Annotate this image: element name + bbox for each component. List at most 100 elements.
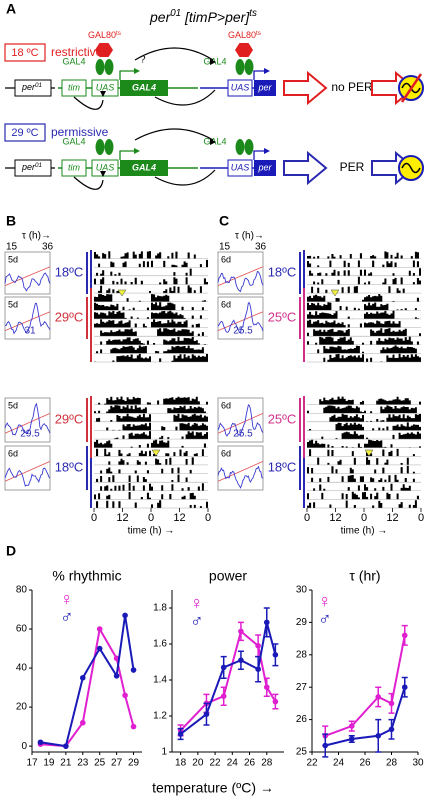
tau-max: 36 (42, 242, 54, 253)
actogram-row (94, 268, 208, 276)
gal4-protein (104, 59, 114, 75)
data-point (79, 675, 86, 681)
temperature-shift-marker (364, 449, 374, 457)
time-tick-label: 0 (148, 512, 154, 524)
data-point (113, 673, 120, 679)
gal4-protein (95, 59, 105, 75)
inset-period: 29.5 (20, 429, 40, 440)
actogram-row (307, 260, 421, 268)
time-label: time (h) → (341, 526, 388, 537)
arrow-head (210, 139, 216, 145)
gene-label-main: per (21, 162, 36, 172)
data-point (388, 726, 395, 733)
actogram-row (94, 431, 208, 440)
legend-entry: ♂ (60, 607, 74, 627)
uas-box (227, 79, 253, 97)
temperature: 29 ºC (11, 127, 38, 139)
tau-max: 36 (255, 242, 267, 253)
legend-entry: ♂ (190, 611, 204, 631)
significance-line (4, 266, 51, 286)
tau-label: τ (h)→ (22, 231, 51, 242)
periodogram-line (217, 270, 264, 293)
actogram-row (94, 439, 208, 448)
data-point (130, 723, 137, 730)
gal80-label-sup: ts (116, 30, 121, 37)
error-cap (220, 655, 227, 679)
uas-label: UAS (231, 162, 250, 172)
periodogram-line (217, 403, 264, 437)
inset-period: 25.5 (233, 429, 253, 440)
data-point (63, 743, 69, 749)
gal80-label: GAL80ts (228, 30, 261, 41)
tau-min: 15 (6, 242, 18, 253)
arrow-head (100, 91, 106, 97)
time-tick-label: 0 (205, 512, 211, 524)
x-tick-label: 18 (175, 758, 187, 769)
panel-label: D (6, 543, 16, 559)
uas-box (227, 159, 253, 177)
gal4-protein (235, 139, 245, 155)
inset-days: 6d (221, 400, 231, 410)
inset-period: 31 (24, 326, 36, 337)
periodogram-frame (4, 251, 51, 295)
periodogram-line (4, 402, 51, 436)
gal4-box (120, 80, 168, 96)
data-point (79, 719, 86, 726)
transcription-arrow (253, 70, 266, 80)
arrow-head (134, 68, 140, 74)
panel-label: A (6, 1, 16, 17)
periodogram-line (4, 272, 51, 292)
gal4-box-label: GAL4 (132, 162, 156, 172)
inset-days: 5d (8, 400, 18, 410)
uas-label: UAS (96, 82, 115, 92)
time-tick-label: 0 (304, 512, 310, 524)
temperature-box (4, 123, 46, 142)
y-tick-label: 30 (296, 585, 308, 596)
feedback-arrow (73, 176, 104, 190)
condition: permissive (51, 125, 109, 139)
gal80-label: GAL80ts (88, 30, 121, 41)
actogram-row (94, 259, 208, 268)
gal4-label: GAL4 (62, 136, 85, 146)
actogram-row (307, 268, 421, 276)
actogram-row (307, 302, 421, 311)
per-label: per (257, 162, 272, 172)
inset-days: 6d (221, 254, 231, 264)
per-box (254, 80, 276, 96)
gal4-protein (104, 139, 114, 155)
x-tick-label: 27 (111, 758, 123, 769)
data-point (322, 742, 329, 749)
gal80-label-main: GAL80 (88, 30, 116, 40)
actogram-row (307, 251, 421, 259)
x-axis-label: temperature (ºC) → (152, 780, 274, 796)
actogram-row (307, 483, 421, 491)
gal4-protein (244, 139, 254, 155)
actogram-row (307, 439, 421, 448)
temperature: 25ºC (268, 411, 297, 426)
series-line (324, 635, 406, 737)
inset-days: 6d (8, 448, 18, 458)
y-tick-label: 27 (296, 682, 308, 693)
actogram-row (307, 396, 421, 405)
gene-label: per01 (21, 162, 42, 173)
actogram-row (307, 500, 421, 508)
error-cap (237, 621, 244, 642)
actogram-row (94, 413, 208, 422)
temperature: 18ºC (268, 459, 297, 474)
chart-title: τ (hr) (349, 568, 380, 584)
rhythm-block (400, 73, 423, 103)
series-line (40, 615, 135, 748)
y-tick-label: 1.2 (153, 711, 167, 722)
outcome: no PER (331, 80, 373, 94)
error-cap (322, 733, 329, 758)
gal80-protein (95, 43, 113, 57)
temperature: 18ºC (55, 264, 84, 279)
tau-label: τ (h)→ (235, 231, 264, 242)
data-point (401, 632, 408, 639)
time-tick-label: 0 (91, 512, 97, 524)
inset-days: 6d (221, 448, 231, 458)
periodogram-line (217, 302, 264, 334)
temperature-box (4, 43, 46, 62)
chart-title: power (209, 568, 247, 584)
y-tick-label: 1 (161, 747, 167, 758)
